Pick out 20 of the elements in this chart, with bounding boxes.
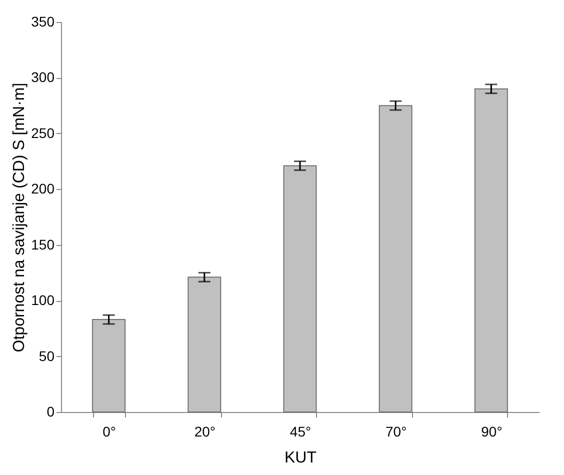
y-tick-label: 200 xyxy=(31,180,55,197)
y-tick-label: 0 xyxy=(46,404,55,420)
y-tick-label: 300 xyxy=(31,69,55,86)
bar xyxy=(474,88,508,412)
bar xyxy=(283,165,317,412)
x-tick-label: 0° xyxy=(102,424,116,440)
y-tick-label: 350 xyxy=(31,14,55,30)
x-tick-label: 90° xyxy=(481,424,502,440)
x-tick-label: 45° xyxy=(290,424,312,440)
x-axis-title: KUT xyxy=(284,450,317,466)
x-tick-label: 20° xyxy=(194,424,216,440)
bar xyxy=(92,319,126,412)
y-tick-label: 150 xyxy=(31,236,55,252)
bar xyxy=(188,276,222,412)
y-tick-label: 50 xyxy=(38,348,55,364)
bar xyxy=(378,105,412,412)
x-tick-label: 70° xyxy=(386,424,407,440)
y-axis-title: Otpornost na savijanje (CD) S [mN·m] xyxy=(11,82,28,352)
y-tick-label: 100 xyxy=(31,292,55,308)
y-tick-label: 250 xyxy=(31,124,55,141)
